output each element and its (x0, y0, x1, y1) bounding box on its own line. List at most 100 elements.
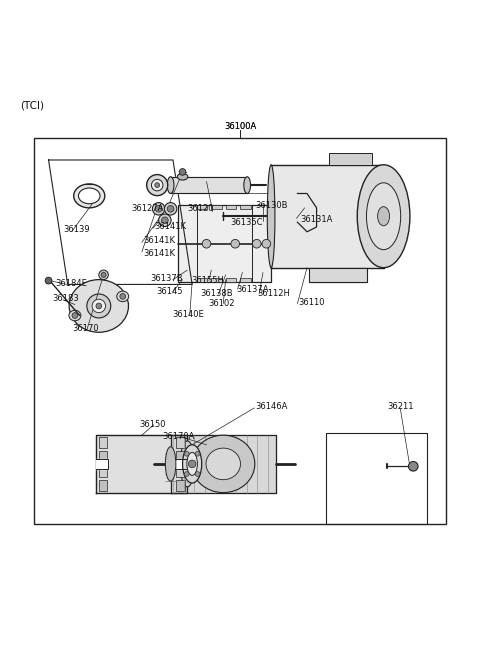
Text: 36145: 36145 (156, 287, 182, 295)
Bar (176, 465, 185, 477)
Circle shape (155, 183, 159, 187)
Text: 36140E: 36140E (172, 310, 204, 319)
Circle shape (87, 294, 111, 318)
Text: 36170A: 36170A (163, 432, 195, 441)
Circle shape (152, 179, 163, 191)
Text: 36137B: 36137B (150, 274, 183, 283)
Polygon shape (175, 459, 187, 469)
Ellipse shape (206, 448, 240, 479)
Polygon shape (170, 435, 276, 493)
Text: 36141K: 36141K (144, 249, 175, 258)
Bar (99, 451, 108, 462)
Text: 36120: 36120 (188, 204, 214, 214)
Circle shape (262, 240, 271, 248)
Text: 36112H: 36112H (258, 289, 290, 298)
Circle shape (188, 460, 196, 468)
Text: 36131A: 36131A (300, 215, 332, 224)
Circle shape (184, 451, 189, 456)
Ellipse shape (244, 177, 251, 193)
Text: 36146A: 36146A (255, 402, 288, 411)
Ellipse shape (366, 183, 401, 250)
Text: 36141K: 36141K (144, 236, 175, 245)
Polygon shape (271, 165, 384, 268)
Text: 36102: 36102 (209, 299, 235, 308)
Text: (TCI): (TCI) (20, 100, 44, 110)
Bar (34, 138, 446, 524)
Bar (99, 437, 108, 448)
Circle shape (202, 240, 211, 248)
Bar (176, 437, 185, 448)
Bar (310, 268, 367, 282)
Circle shape (408, 462, 418, 471)
Ellipse shape (69, 310, 81, 321)
Circle shape (147, 175, 168, 196)
Polygon shape (170, 177, 247, 193)
Bar (326, 433, 427, 524)
Bar (328, 153, 372, 165)
Ellipse shape (177, 174, 188, 180)
Ellipse shape (180, 441, 194, 487)
Bar (226, 278, 236, 282)
Ellipse shape (165, 447, 176, 481)
Bar (99, 465, 108, 477)
Circle shape (96, 303, 102, 309)
Circle shape (164, 202, 177, 215)
Ellipse shape (69, 280, 129, 332)
Circle shape (156, 206, 162, 212)
Text: 36211: 36211 (387, 402, 414, 411)
Circle shape (167, 206, 174, 212)
Ellipse shape (267, 165, 275, 268)
Bar (176, 479, 185, 491)
Circle shape (158, 214, 171, 227)
Text: 36100A: 36100A (224, 122, 256, 131)
Circle shape (231, 240, 240, 248)
Text: 36170: 36170 (72, 324, 99, 333)
Ellipse shape (78, 188, 100, 204)
Text: 36141K: 36141K (154, 221, 186, 231)
Text: 36127A: 36127A (131, 204, 163, 214)
Bar (240, 206, 251, 210)
Circle shape (252, 240, 261, 248)
Text: 36150: 36150 (140, 420, 166, 428)
Ellipse shape (187, 453, 197, 476)
Text: 36137A: 36137A (236, 285, 269, 293)
Circle shape (92, 299, 106, 312)
Text: 36130B: 36130B (255, 201, 288, 210)
Text: 36139: 36139 (63, 225, 90, 234)
Circle shape (99, 270, 108, 280)
Bar (178, 206, 271, 282)
Bar (197, 278, 207, 282)
Ellipse shape (167, 177, 174, 193)
Ellipse shape (192, 435, 255, 493)
Text: 36183: 36183 (52, 294, 79, 303)
Bar (99, 479, 108, 491)
Text: 36184E: 36184E (56, 279, 88, 288)
Polygon shape (96, 459, 108, 469)
Circle shape (161, 217, 168, 223)
Text: 36100A: 36100A (224, 122, 256, 131)
Bar (240, 278, 251, 282)
Text: 36135C: 36135C (230, 217, 263, 227)
Bar (211, 278, 222, 282)
Ellipse shape (357, 165, 410, 268)
Circle shape (101, 272, 106, 277)
Bar (197, 206, 207, 210)
Ellipse shape (117, 291, 129, 302)
Circle shape (195, 472, 200, 476)
Text: 36155H: 36155H (191, 276, 224, 285)
Bar (176, 451, 185, 462)
Ellipse shape (378, 206, 390, 226)
Circle shape (179, 168, 186, 176)
Bar (211, 206, 222, 210)
Ellipse shape (182, 445, 202, 483)
Text: 36110: 36110 (299, 298, 325, 307)
Circle shape (45, 277, 52, 284)
Circle shape (120, 293, 126, 299)
Polygon shape (96, 435, 187, 493)
Bar (226, 206, 236, 210)
Circle shape (153, 202, 165, 215)
Circle shape (184, 472, 189, 476)
Text: 36138B: 36138B (201, 289, 233, 298)
Circle shape (72, 312, 78, 318)
Circle shape (195, 451, 200, 456)
